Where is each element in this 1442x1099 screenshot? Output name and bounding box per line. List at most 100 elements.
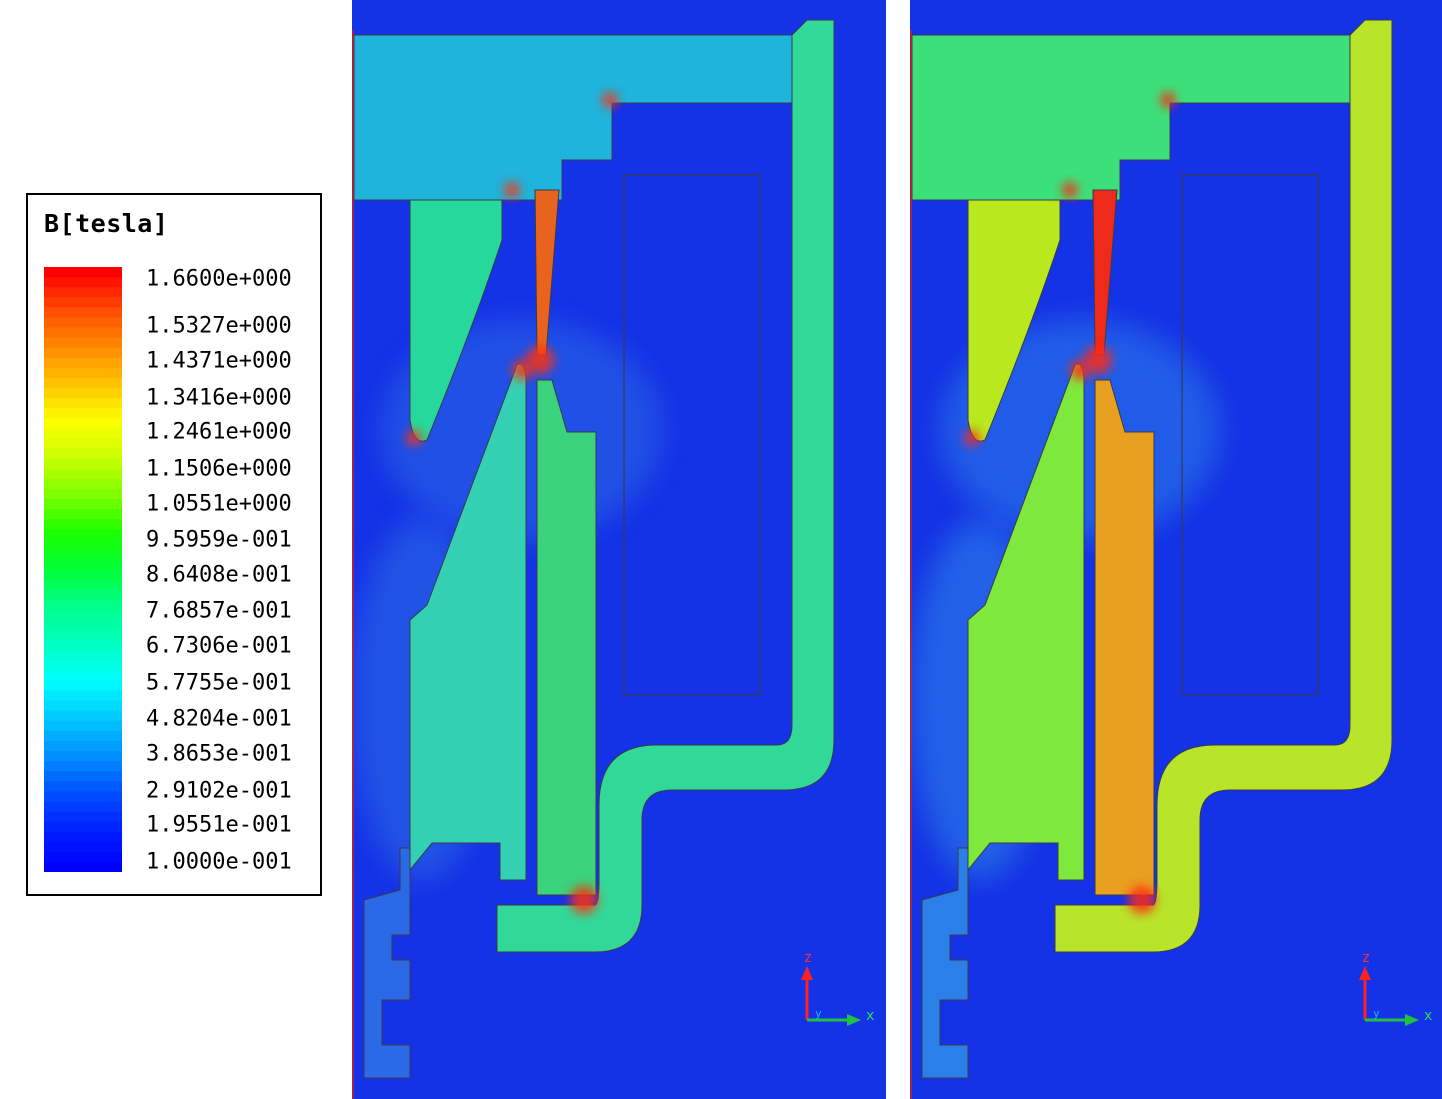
legend-label: 1.6600e+000 — [146, 266, 292, 292]
color-bar-band — [44, 478, 122, 490]
outer-frame — [496, 19, 835, 953]
color-bar-band — [44, 569, 122, 581]
field-plot-right: z y x — [910, 0, 1442, 1099]
z-axis-arrowhead — [801, 966, 813, 980]
legend: B[tesla] 1.6600e+000 1.5327e+000 1.4371e+0… — [26, 193, 322, 896]
color-bar-band — [44, 277, 122, 288]
color-bar-band — [44, 307, 122, 319]
color-bar-band — [44, 861, 122, 872]
color-bar-band — [44, 589, 122, 601]
y-axis-label: y — [1373, 1007, 1380, 1020]
color-bar-band — [44, 599, 122, 611]
color-bar-band — [44, 579, 122, 591]
color-bar-band — [44, 287, 122, 298]
color-bar-band — [44, 549, 122, 561]
color-bar-band — [44, 761, 122, 772]
flux-hotspot — [406, 430, 422, 446]
color-bar-band — [44, 851, 122, 863]
color-bar-band — [44, 357, 122, 369]
color-bar-band — [44, 831, 122, 843]
color-bar-band — [44, 640, 122, 651]
legend-label: 6.7306e-001 — [146, 633, 292, 659]
y-axis-label: y — [815, 1007, 822, 1020]
long-bar — [536, 379, 597, 896]
color-bar-band — [44, 398, 122, 409]
legend-label: 1.5327e+000 — [146, 313, 292, 339]
color-bar-band — [44, 710, 122, 722]
color-bar-band — [44, 690, 122, 702]
color-bar-band — [44, 468, 122, 480]
legend-label: 5.7755e-001 — [146, 670, 292, 696]
color-bar-band — [44, 771, 122, 782]
lower-left-region — [363, 620, 411, 1079]
color-bar-band — [44, 367, 122, 379]
color-bar-band — [44, 337, 122, 349]
field-plot-left-svg: z y x — [352, 0, 886, 1099]
color-bar-band — [44, 297, 122, 308]
color-bar-band — [44, 609, 122, 621]
color-bar-band — [44, 519, 122, 530]
legend-label: 9.5959e-001 — [146, 527, 292, 553]
legend-label: 1.0000e-001 — [146, 849, 292, 875]
flux-hotspot — [1070, 360, 1090, 380]
flux-hotspot — [1084, 346, 1112, 374]
color-bar-band — [44, 821, 122, 833]
color-bar-band — [44, 630, 122, 641]
flux-hotspot — [512, 360, 532, 380]
flux-hotspot — [602, 92, 618, 108]
legend-label: 1.0551e+000 — [146, 491, 292, 517]
color-bar-band — [44, 720, 122, 732]
color-bar-band — [44, 650, 122, 661]
color-bar-band — [44, 347, 122, 359]
color-bar-band — [44, 509, 122, 520]
color-bar-band — [44, 559, 122, 571]
flux-hotspot — [504, 182, 520, 198]
color-bar-band — [44, 670, 122, 682]
long-bar — [1094, 379, 1155, 896]
flux-hotspot — [1160, 92, 1176, 108]
color-bar-band — [44, 660, 122, 671]
z-axis-arrowhead — [1359, 966, 1371, 980]
color-bar-band — [44, 700, 122, 712]
flux-hotspot — [570, 886, 598, 914]
color-bar-band — [44, 377, 122, 389]
color-bar-band — [44, 498, 122, 510]
legend-label: 1.3416e+000 — [146, 385, 292, 411]
color-bar-band — [44, 267, 122, 278]
field-plot-left: z y x — [352, 0, 886, 1099]
color-bar-band — [44, 781, 122, 792]
color-bar-band — [44, 408, 122, 419]
outer-frame — [1054, 19, 1393, 953]
color-bar-band — [44, 438, 122, 450]
lower-left-region — [921, 620, 969, 1079]
flux-hotspot — [1062, 182, 1078, 198]
color-bar-band — [44, 448, 122, 460]
legend-label: 2.9102e-001 — [146, 778, 292, 804]
legend-label: 7.6857e-001 — [146, 598, 292, 624]
x-axis-label: x — [1424, 1008, 1432, 1024]
color-bar-band — [44, 811, 122, 823]
color-bar-band — [44, 317, 122, 329]
z-axis-label: z — [804, 950, 812, 966]
color-bar-band — [44, 458, 122, 470]
color-bar-band — [44, 751, 122, 762]
x-axis-arrowhead — [1405, 1014, 1419, 1026]
color-bar-band — [44, 680, 122, 692]
flux-hotspot — [1128, 886, 1156, 914]
x-axis-arrowhead — [847, 1014, 861, 1026]
color-bar-band — [44, 619, 122, 631]
legend-label: 1.9551e-001 — [146, 812, 292, 838]
legend-label: 8.6408e-001 — [146, 562, 292, 588]
color-bar-band — [44, 791, 122, 803]
coil-box — [1181, 174, 1319, 696]
legend-label: 3.8653e-001 — [146, 741, 292, 767]
color-bar-band — [44, 529, 122, 540]
color-bar-band — [44, 539, 122, 550]
color-bar-band — [44, 841, 122, 853]
z-axis-label: z — [1362, 950, 1370, 966]
color-bar-band — [44, 418, 122, 429]
color-bar-band — [44, 488, 122, 500]
x-axis-label: x — [866, 1008, 874, 1024]
color-bar-band — [44, 801, 122, 813]
color-bar-band — [44, 388, 122, 399]
